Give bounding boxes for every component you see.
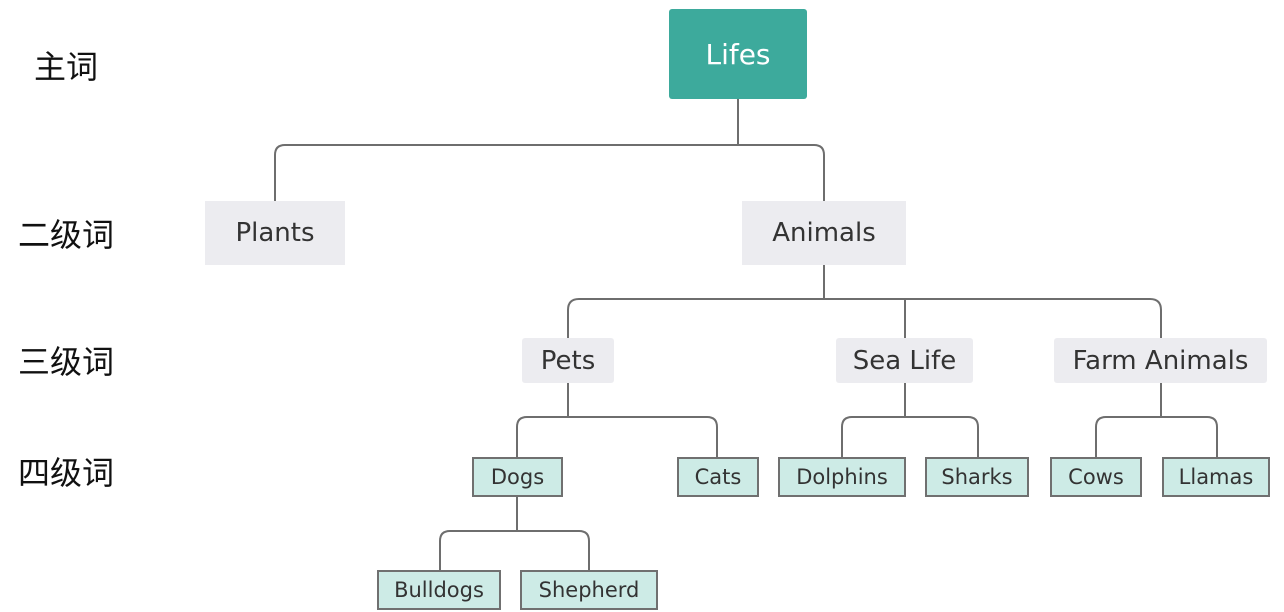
node-root: Lifes	[669, 9, 807, 99]
connector-sealife-children	[841, 383, 979, 457]
node-sea-life: Sea Life	[836, 338, 973, 383]
node-pets: Pets	[522, 338, 614, 383]
node-shepherd: Shepherd	[520, 570, 658, 610]
connector-animals-children	[567, 265, 1162, 338]
node-farm-animals: Farm Animals	[1054, 338, 1267, 383]
node-llamas: Llamas	[1162, 457, 1270, 497]
node-dolphins: Dolphins	[778, 457, 906, 497]
connector-root-children	[274, 99, 825, 201]
level-label-third: 三级词	[18, 343, 115, 381]
level-label-fourth: 四级词	[18, 454, 115, 492]
node-bulldogs: Bulldogs	[377, 570, 501, 610]
connector-farm-children	[1095, 383, 1218, 457]
node-cows: Cows	[1050, 457, 1142, 497]
connector-dogs-children	[439, 497, 590, 570]
connector-pets-children	[516, 383, 718, 457]
level-label-second: 二级词	[18, 216, 115, 254]
level-label-main: 主词	[34, 48, 99, 86]
node-sharks: Sharks	[925, 457, 1029, 497]
node-cats: Cats	[677, 457, 759, 497]
node-plants: Plants	[205, 201, 345, 265]
node-dogs: Dogs	[472, 457, 563, 497]
node-animals: Animals	[742, 201, 906, 265]
